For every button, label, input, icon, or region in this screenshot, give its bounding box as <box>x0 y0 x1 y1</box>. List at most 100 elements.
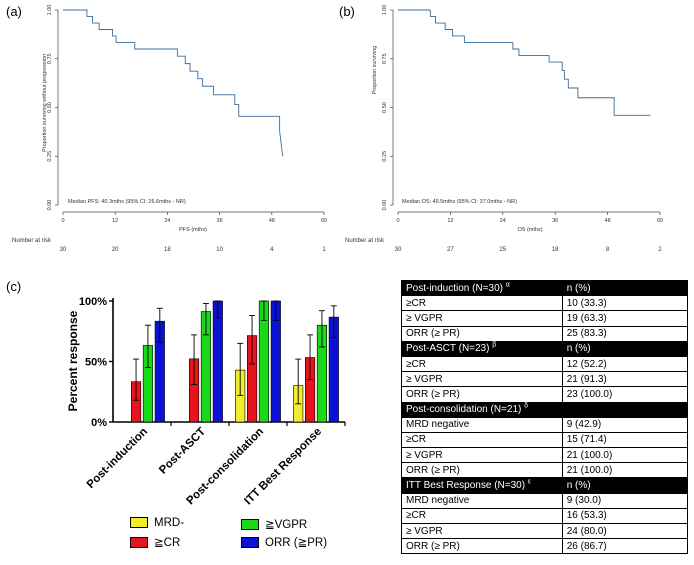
table-row: ≥ VGPR 21 (91.3) <box>401 371 689 388</box>
table-row: MRD negative 9 (42.9) <box>401 416 689 433</box>
os-x-tick-label: 12 <box>447 218 453 224</box>
os-risk-count: 30 <box>395 247 402 253</box>
table-section-footnote-mark: α <box>505 281 510 289</box>
bar-y-tick-label: 100% <box>79 296 107 308</box>
legend-swatch-mrd <box>130 517 148 529</box>
os-y-tick-label: 0.75 <box>382 53 388 64</box>
table-section-title-text: Post-induction (N=30) <box>406 282 503 294</box>
legend-swatch-orr <box>241 537 259 549</box>
panel-b-label: (b) <box>339 4 355 19</box>
pfs-x-tick-label: 0 <box>61 218 64 224</box>
table-section-title-text: Post-consolidation (N=21) <box>406 404 522 416</box>
table-section-column-header: n (%) <box>561 279 689 297</box>
os-risk-count: 27 <box>447 247 454 253</box>
os-y-tick-label: 0.00 <box>382 200 388 211</box>
os-curve-1 <box>398 9 651 116</box>
table-row: MRD negative 9 (30.0) <box>401 492 689 509</box>
pfs-y-tick-label: 0.50 <box>47 102 53 113</box>
panel-a-label: (a) <box>6 4 22 19</box>
table-row: ≥ VGPR 19 (63.3) <box>401 310 689 327</box>
table-row-label: ≥ VGPR <box>401 522 563 540</box>
table-row: ≥CR 10 (33.3) <box>401 295 689 312</box>
pfs-risk-label: Number at risk <box>12 238 52 244</box>
bar-y-axis-label: Percent response <box>66 310 80 411</box>
pfs-curve-2 <box>279 130 284 157</box>
table-row: ORR (≥ PR) 26 (86.7) <box>401 538 689 555</box>
table-row-value: 21 (100.0) <box>561 462 689 479</box>
table-row-value: 10 (33.3) <box>561 295 689 312</box>
table-section-title: ITT Best Response (N=30) ε <box>401 477 563 494</box>
table-row-value: 9 (42.9) <box>561 416 689 433</box>
table-section-column-header: n (%) <box>561 477 689 494</box>
legend-label-mrd: MRD- <box>154 517 185 529</box>
km-chart-os: Proportion surviving 0.00 0.25 0.50 0.75 1.0… <box>345 5 663 253</box>
table-row-value: 21 (91.3) <box>561 371 689 388</box>
table-row: ≥ VGPR 21 (100.0) <box>401 447 689 464</box>
os-risk-count: 8 <box>606 247 610 253</box>
os-x-tick-label: 0 <box>396 218 399 224</box>
table-row-value: 24 (80.0) <box>561 522 689 540</box>
bar-category-label: Post-induction <box>85 426 150 491</box>
pfs-y-tick-label: 1.00 <box>47 5 53 16</box>
os-risk-count: 2 <box>658 247 662 253</box>
pfs-median-text: Median PFS: 40.3mths (95% CI: 26.6mths -… <box>68 199 186 205</box>
legend-label-cr: ≧CR <box>154 537 181 549</box>
table-section-column-header: n (%) <box>561 340 689 357</box>
table-section-column-header <box>561 401 689 418</box>
table-row-value: 25 (83.3) <box>561 325 689 342</box>
os-x-tick-label: 60 <box>657 218 663 224</box>
table-row: ≥CR 12 (52.2) <box>401 355 689 373</box>
table-row-value: 21 (100.0) <box>561 447 689 464</box>
table-row: ORR (≥ PR) 21 (100.0) <box>401 462 689 479</box>
legend-item-orr: ORR (≧PR) <box>241 535 327 549</box>
legend-item-mrd: MRD- <box>130 517 184 529</box>
pfs-x-tick-label: 24 <box>164 218 170 224</box>
table-section-title: Post-consolidation (N=21) δ <box>401 401 563 418</box>
table-row-value: 16 (53.3) <box>561 507 689 525</box>
table-row-label: ≥ VGPR <box>401 310 563 327</box>
pfs-x-tick-label: 36 <box>217 218 223 224</box>
table-section-footnote-mark: ε <box>527 478 531 486</box>
pfs-risk-count: 20 <box>112 247 119 253</box>
bar-y-tick-label: 0% <box>91 417 107 429</box>
table-section-title-text: ITT Best Response (N=30) <box>406 480 526 492</box>
bar-y-tick-label: 50% <box>85 357 107 369</box>
table-row-label: ≥ VGPR <box>401 447 563 464</box>
km-chart-pfs: Proportion surviving without progression… <box>12 5 327 253</box>
table-section-title: Post-ASCT (N=23) β <box>401 340 563 357</box>
os-x-tick-label: 24 <box>500 218 506 224</box>
table-section-title-text: Post-ASCT (N=23) <box>406 343 490 355</box>
os-x-tick-label: 36 <box>552 218 558 224</box>
table-row-value: 15 (71.4) <box>561 431 689 449</box>
table-row-label: MRD negative <box>401 492 563 509</box>
table-row-label: ≥CR <box>401 355 563 373</box>
os-risk-count: 18 <box>552 247 559 253</box>
table-row-label: ≥CR <box>401 431 563 449</box>
pfs-y-tick-label: 0.75 <box>47 53 53 64</box>
table-row-label: ORR (≥ PR) <box>401 386 563 403</box>
bar-1-3 <box>212 300 223 423</box>
os-x-tick-label: 48 <box>605 218 611 224</box>
legend-swatch-cr <box>130 537 148 549</box>
bar-category-label: Post-ASCT <box>157 426 208 477</box>
legend-label-vgpr: ≧VGPR <box>265 519 308 531</box>
os-risk-label: Number at risk <box>345 238 385 244</box>
pfs-y-tick-label: 0.25 <box>47 151 53 162</box>
pfs-y-tick-label: 0.00 <box>47 200 53 211</box>
pfs-risk-count: 1 <box>322 247 326 253</box>
table-row-label: ≥CR <box>401 295 563 312</box>
os-y-axis-label: Proportion surviving <box>372 46 378 95</box>
table-row-value: 23 (100.0) <box>561 386 689 403</box>
os-y-tick-label: 1.00 <box>382 5 388 16</box>
pfs-x-tick-label: 48 <box>269 218 275 224</box>
pfs-x-axis-label: PFS (mths) <box>179 227 207 233</box>
table-section-header: Post-induction (N=30) α n (%) <box>401 279 689 297</box>
legend-item-vgpr: ≧VGPR <box>241 517 307 531</box>
pfs-y-axis-label: Proportion surviving without progression <box>42 54 48 152</box>
response-bar-chart: Percent response 0% 50% 100% Post-induction… <box>66 296 346 507</box>
legend-item-cr: ≧CR <box>130 535 180 549</box>
table-row-label: MRD negative <box>401 416 563 433</box>
